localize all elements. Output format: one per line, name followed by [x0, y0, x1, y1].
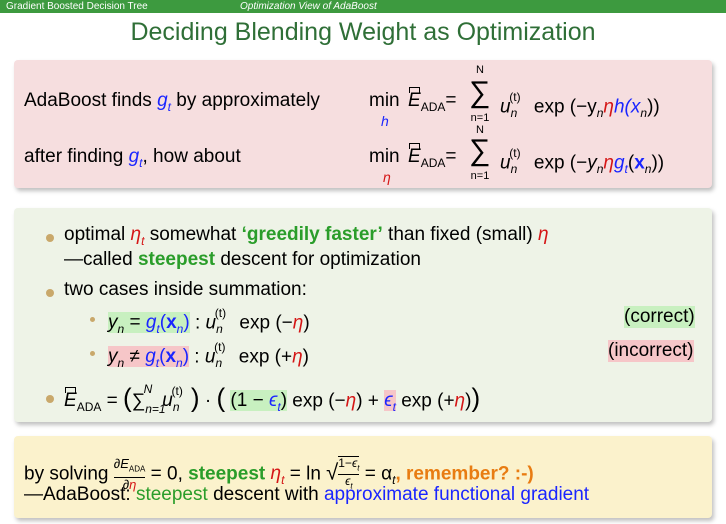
adaboost-objective-box — [14, 60, 712, 188]
slide-title: Deciding Blending Weight as Optimization — [130, 18, 596, 46]
h-x: h(x — [613, 96, 641, 118]
eta-t: η — [130, 224, 142, 245]
bullet-2 — [46, 289, 54, 297]
bullet-1 — [46, 234, 54, 242]
sum-bottom-2: n=1 — [470, 170, 490, 182]
conclusion-line1: by solving ∂EADA ∂η = 0, steepest ηt = l… — [24, 456, 534, 492]
conclusion-line2: —AdaBoost: steepest descent with approxi… — [24, 484, 589, 506]
min-eta-operator: min — [369, 146, 400, 167]
gt-symbol-2: gt — [128, 146, 143, 170]
e-sub: ADA — [420, 99, 446, 114]
min-label: min — [369, 90, 400, 111]
section-title: Gradient Boosted Decision Tree — [6, 1, 148, 12]
e-ada-expansion: EADA = (∑n=1Nun(t)) · ( (1 − ϵt) exp (−η… — [64, 382, 481, 417]
line2-prefix: after finding — [24, 146, 124, 167]
derivative-fraction: ∂EADA ∂η — [113, 456, 146, 492]
alpha-t: = α — [364, 463, 393, 485]
gt-symbol: gt — [157, 90, 172, 114]
equals-zero: = 0, — [150, 463, 183, 485]
sigma-1: ∑ — [469, 76, 491, 109]
eta-fixed: η — [538, 224, 549, 245]
case-correct: yn = gt(xn) : un(t) exp (−η) — [108, 306, 310, 337]
e-ada-1: EADA= — [408, 87, 457, 114]
b1-pre: optimal — [64, 224, 126, 245]
incorrect-note: (incorrect) — [608, 340, 694, 362]
eta-t-2: η — [270, 463, 282, 485]
line1-prefix: AdaBoost finds — [24, 90, 152, 111]
line1-by: by approximately — [176, 90, 320, 111]
b1-l2-post: descent for optimization — [220, 249, 421, 270]
line2-text: after finding gt, how about — [24, 146, 241, 174]
bullet1-line1: optimal ηt somewhat ‘greedily faster’ th… — [64, 224, 549, 248]
case-incorrect-condition: yn ≠ gt(xn) — [108, 346, 190, 371]
sigma-2: ∑ — [469, 134, 491, 167]
case-incorrect: yn ≠ gt(xn) : un(t) exp (+η) — [108, 340, 309, 371]
adaboost-label: —AdaBoost: — [24, 484, 131, 505]
sum-bottom-1: n=1 — [470, 112, 490, 124]
descent-with: descent with — [213, 484, 319, 505]
line1-text: AdaBoost finds gt by approximately — [24, 90, 320, 118]
steepest-plain: steepest — [135, 484, 208, 505]
sub-bullet-1 — [90, 317, 95, 322]
b1-post: than fixed (small) — [388, 224, 533, 245]
exp-tail: exp (−y — [533, 96, 597, 118]
remember-text: , remember? :-) — [395, 463, 534, 485]
steepest-word: steepest — [137, 249, 216, 270]
by-solving: by solving — [24, 463, 109, 485]
line1-formula: un(t) exp (−ynηh(xn)) — [500, 90, 660, 121]
min-h-operator: min — [369, 90, 400, 112]
header-bar: Gradient Boosted Decision Tree Optimizat… — [0, 0, 726, 13]
correct-note: (correct) — [624, 306, 695, 328]
subsection-title: Optimization View of AdaBoost — [240, 1, 377, 12]
bullet-3 — [46, 395, 54, 403]
line2-formula: un(t) exp (−ynηgt(xn)) — [500, 146, 665, 177]
sub-bullet-2 — [90, 351, 95, 356]
sum-top-1: N — [476, 64, 484, 76]
min-under-h: h — [381, 113, 389, 129]
greedily-faster: ‘greedily faster’ — [241, 224, 383, 245]
approx-functional-gradient: approximate functional gradient — [323, 484, 590, 505]
e-ada-2: EADA= — [408, 143, 457, 170]
e-symbol: E — [408, 87, 421, 111]
bullet2-text: two cases inside summation: — [64, 279, 307, 300]
b1-l2-pre: —called — [64, 249, 133, 270]
steepest-bold: steepest — [188, 463, 266, 485]
case-correct-condition: yn = gt(xn) — [108, 312, 190, 337]
line2-how: , how about — [142, 146, 241, 167]
b1-mid: somewhat — [149, 224, 237, 245]
bullet1-line2: —called steepest descent for optimizatio… — [64, 249, 421, 271]
ln-label: = ln — [289, 463, 321, 485]
min-under-eta: η — [383, 169, 391, 185]
sum-top-2: N — [476, 124, 484, 136]
